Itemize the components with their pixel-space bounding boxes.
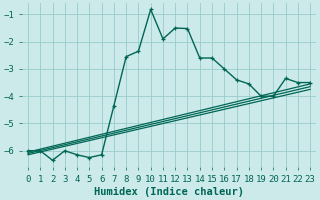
X-axis label: Humidex (Indice chaleur): Humidex (Indice chaleur) xyxy=(94,186,244,197)
